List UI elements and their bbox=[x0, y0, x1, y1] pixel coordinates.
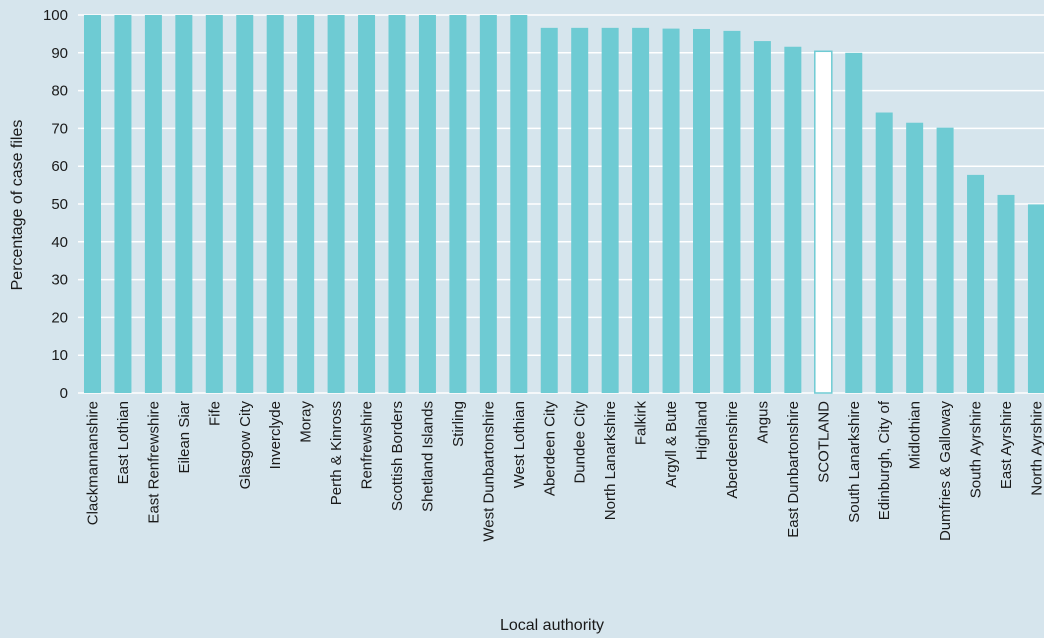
bar bbox=[144, 15, 162, 393]
bar bbox=[632, 27, 650, 394]
x-tick-label: Clackmannanshire bbox=[85, 401, 102, 525]
x-tick-label: Angus bbox=[754, 401, 771, 444]
x-tick-label: Midlothian bbox=[907, 401, 924, 469]
bar bbox=[510, 15, 528, 393]
x-tick-label: North Lanarkshire bbox=[602, 401, 619, 520]
x-tick-label: Perth & Kinross bbox=[328, 401, 345, 505]
bar bbox=[906, 122, 924, 393]
x-tick-label: Dundee City bbox=[572, 401, 589, 484]
x-tick-label: East Lothian bbox=[115, 401, 132, 484]
x-tick-label: Glasgow City bbox=[237, 401, 254, 490]
bar bbox=[358, 15, 376, 393]
x-tick-label: Stirling bbox=[450, 401, 467, 447]
x-tick-label: Eilean Siar bbox=[176, 401, 193, 474]
bar bbox=[449, 15, 467, 393]
x-tick-label: North Ayrshire bbox=[1028, 401, 1044, 496]
x-tick-label: Shetland Islands bbox=[419, 401, 436, 512]
bar bbox=[175, 15, 193, 393]
bar bbox=[84, 15, 101, 393]
x-tick-label: Aberdeen City bbox=[541, 401, 558, 497]
bar bbox=[662, 28, 680, 393]
x-tick-label: East Renfrewshire bbox=[145, 401, 162, 524]
x-tick-label: East Ayrshire bbox=[998, 401, 1015, 489]
x-tick-label: West Dunbartonshire bbox=[480, 401, 497, 542]
bar bbox=[753, 41, 771, 393]
bar bbox=[967, 174, 985, 393]
x-tick-label: Aberdeenshire bbox=[724, 401, 741, 499]
gridlines bbox=[78, 14, 1044, 394]
bars bbox=[84, 15, 1044, 394]
bar bbox=[875, 112, 893, 394]
bar bbox=[601, 27, 619, 394]
x-tick-label: Renfrewshire bbox=[359, 401, 376, 489]
bar bbox=[479, 15, 497, 393]
x-tick-label: Moray bbox=[298, 401, 315, 443]
bar bbox=[1027, 204, 1044, 393]
bar bbox=[114, 15, 132, 393]
bar bbox=[936, 127, 954, 394]
x-tick-label: East Dunbartonshire bbox=[785, 401, 802, 538]
y-axis-ticks: 0 10 20 30 40 50 60 70 80 90 100 bbox=[43, 7, 68, 402]
bar bbox=[784, 46, 802, 393]
x-tick-label: South Lanarkshire bbox=[846, 401, 863, 523]
bar bbox=[540, 27, 558, 394]
x-tick-label: Dumfries & Galloway bbox=[937, 401, 954, 542]
bar bbox=[693, 28, 710, 394]
bar bbox=[845, 52, 863, 394]
y-axis-title: Percentage of case files bbox=[9, 120, 26, 291]
x-axis-ticks: Clackmannanshire East Lothian East Renfrew… bbox=[85, 400, 1044, 541]
y-tick-label: 30 bbox=[51, 272, 68, 289]
y-tick-label: 0 bbox=[60, 385, 68, 402]
bar bbox=[327, 15, 345, 393]
y-tick-label: 40 bbox=[51, 234, 68, 251]
y-tick-label: 70 bbox=[51, 120, 68, 137]
y-tick-label: 100 bbox=[43, 7, 68, 24]
bar bbox=[418, 15, 436, 393]
x-tick-label: Argyll & Bute bbox=[663, 401, 680, 488]
bar bbox=[997, 194, 1015, 393]
bar bbox=[205, 15, 223, 393]
x-tick-label: Fife bbox=[206, 401, 223, 426]
bar bbox=[297, 15, 315, 393]
y-tick-label: 60 bbox=[51, 158, 68, 175]
x-tick-label: Falkirk bbox=[633, 401, 650, 446]
y-tick-label: 80 bbox=[51, 83, 68, 100]
bar bbox=[388, 15, 406, 393]
y-tick-label: 20 bbox=[51, 309, 68, 326]
x-tick-label: Edinburgh, City of bbox=[876, 400, 893, 520]
y-tick-label: 90 bbox=[51, 45, 68, 62]
bar-scotland-average bbox=[814, 50, 833, 394]
y-tick-label: 50 bbox=[51, 196, 68, 213]
x-tick-label: Inverclyde bbox=[267, 401, 284, 469]
x-tick-label: SCOTLAND bbox=[815, 401, 832, 483]
x-tick-label: West Lothian bbox=[511, 401, 528, 488]
bar bbox=[266, 15, 284, 393]
y-tick-label: 10 bbox=[51, 347, 68, 364]
bar bbox=[571, 27, 589, 394]
bar bbox=[236, 15, 254, 393]
bar bbox=[723, 30, 741, 393]
x-tick-label: Highland bbox=[694, 401, 711, 460]
x-tick-label: South Ayrshire bbox=[968, 401, 985, 498]
x-axis-title: Local authority bbox=[500, 617, 604, 634]
x-tick-label: Scottish Borders bbox=[389, 401, 406, 511]
